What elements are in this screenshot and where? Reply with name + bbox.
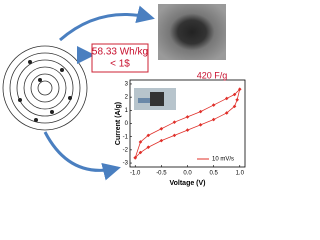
legend-label: 10 mV/s	[212, 157, 234, 163]
x-tick-label: -1.0	[130, 171, 141, 177]
callout-text: < 1$	[110, 59, 130, 70]
spiral	[2, 45, 88, 131]
point	[159, 138, 164, 143]
point	[232, 104, 237, 109]
point	[138, 140, 143, 144]
x-axis-label: Voltage (V)	[169, 180, 205, 187]
point	[211, 117, 216, 122]
point	[172, 120, 177, 124]
point	[172, 133, 177, 138]
callout-box	[91, 43, 149, 73]
point	[211, 103, 216, 107]
point	[237, 87, 242, 92]
arrows	[43, 5, 155, 181]
point	[185, 115, 190, 119]
point	[224, 96, 229, 101]
point	[159, 126, 164, 131]
point	[146, 145, 151, 150]
annotation: 420 F/g	[197, 70, 228, 80]
point	[198, 109, 203, 114]
point	[138, 150, 143, 155]
y-tick-label: -3	[123, 161, 129, 167]
graphical-abstract: 58.33 Wh/kg < 1$ -1.0 -0.5 0.0 0.5 1.0 -3 -2 -1…	[2, 4, 246, 187]
spiral-dots	[18, 60, 72, 122]
x-tick-label: -0.5	[156, 171, 167, 177]
y-tick-label: -1	[123, 134, 129, 140]
callout-text: 58.33 Wh/kg	[92, 47, 148, 58]
point	[198, 123, 203, 127]
y-tick-label: -2	[123, 147, 129, 153]
point	[146, 133, 151, 138]
x-tick-label: 0.5	[209, 171, 218, 177]
y-axis-label: Current (A/g)	[115, 102, 122, 145]
y-tick-label: 1	[125, 108, 129, 114]
point	[133, 155, 138, 160]
page: {"callout": {"lines": ["58.33 Wh/kg", "<…	[2, 4, 246, 187]
inset-photo	[134, 88, 176, 110]
x-tick-label: 1.0	[236, 171, 245, 177]
point	[232, 92, 237, 97]
x-tick-label: 0.0	[183, 171, 192, 177]
y-tick-label: 3	[125, 82, 129, 88]
tem-image	[158, 4, 226, 60]
point	[224, 111, 229, 115]
y-tick-label: 0	[125, 121, 129, 127]
y-tick-label: 2	[125, 95, 129, 101]
point	[185, 128, 190, 132]
series-line	[134, 87, 241, 159]
point	[235, 97, 239, 102]
